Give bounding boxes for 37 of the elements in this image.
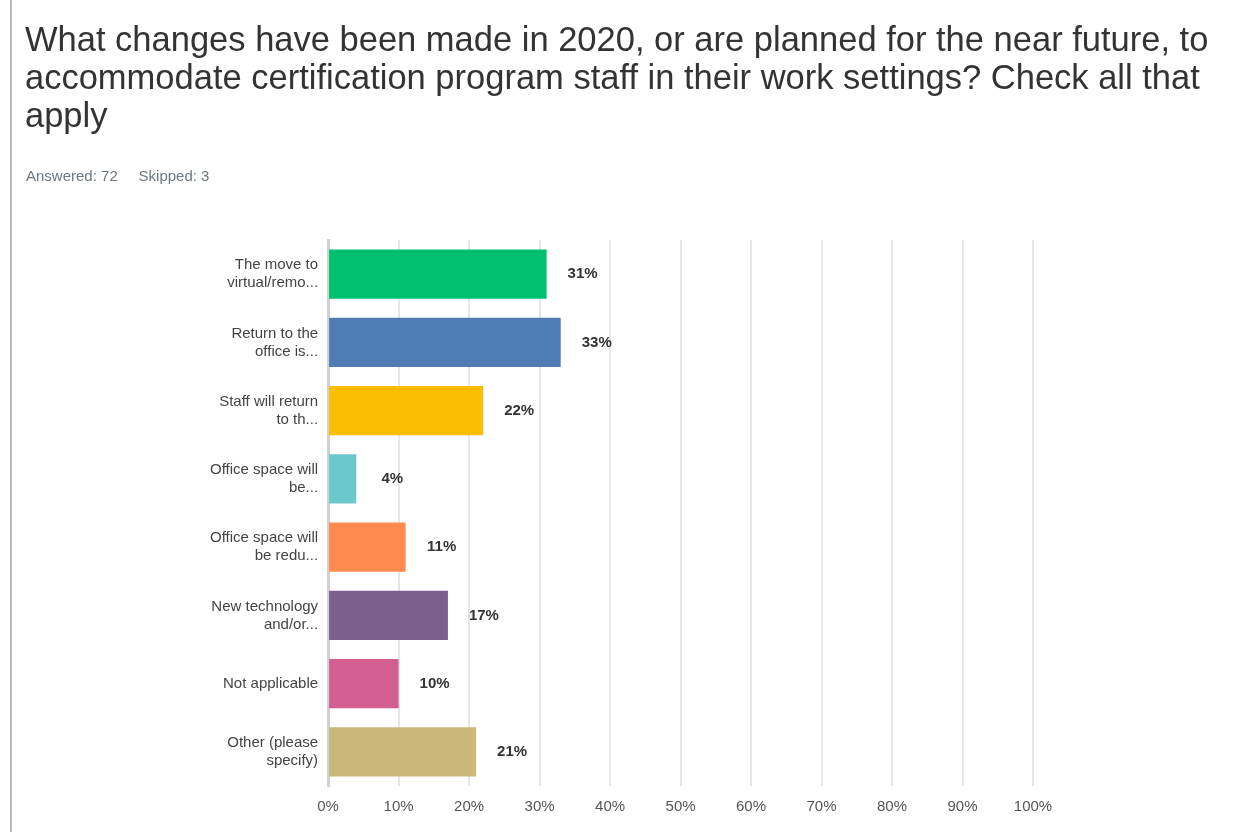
data-label: 33% — [581, 332, 612, 350]
x-tick-label: 60% — [736, 797, 767, 815]
y-tick-label: New technology and/or... — [211, 596, 319, 632]
bar — [329, 454, 357, 504]
bar — [329, 590, 448, 640]
x-tick-label: 50% — [665, 797, 696, 815]
x-tick-label: 90% — [947, 797, 978, 815]
data-label: 11% — [427, 537, 457, 555]
x-tick-label: 30% — [524, 797, 555, 815]
x-tick-label: 70% — [806, 797, 837, 815]
bar — [329, 659, 399, 709]
data-label: 10% — [419, 673, 450, 691]
y-tick-label: Return to the office is... — [231, 323, 319, 359]
data-label: 22% — [504, 400, 535, 418]
text: Answered: 72 Skipped: 3 — [26, 167, 210, 184]
data-label: 4% — [381, 469, 404, 487]
chart-title: What changes have been made in 2020, or are planned for the near future, to accommodate certification program staff in their work settings? Check all that apply — [25, 20, 1210, 134]
y-tick-label: Staff will return to th... — [219, 391, 319, 427]
y-tick-label: Office space will be redu... — [209, 528, 319, 564]
bar — [329, 249, 547, 299]
y-tick-label: The move to virtual/remo... — [227, 255, 319, 291]
x-tick-label: 40% — [595, 797, 626, 815]
bar — [329, 522, 406, 572]
x-tick-label: 100% — [1013, 797, 1053, 815]
x-tick-label: 0% — [317, 797, 339, 815]
y-tick-label: Not applicable — [223, 673, 319, 691]
bar — [329, 386, 484, 436]
y-tick-label: Office space will be... — [209, 460, 319, 496]
x-tick-label: 80% — [877, 797, 908, 815]
bar — [329, 317, 561, 367]
data-label: 21% — [497, 742, 528, 760]
x-tick-label: 20% — [454, 797, 485, 815]
bar — [329, 727, 477, 777]
data-label: 31% — [567, 264, 598, 282]
y-tick-label: Other (please specify) — [227, 733, 319, 769]
data-label: 17% — [468, 605, 499, 623]
x-tick-label: 10% — [383, 797, 414, 815]
